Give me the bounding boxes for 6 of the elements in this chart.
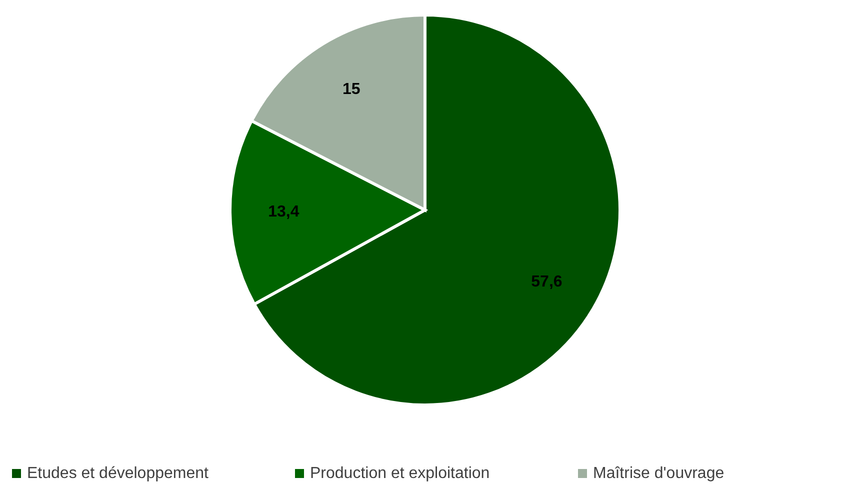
- data-label: 57,6: [531, 273, 562, 290]
- data-label: 13,4: [268, 204, 300, 221]
- legend-label: Etudes et développement: [27, 465, 210, 482]
- data-label: 15: [342, 80, 360, 98]
- legend-label: Production et exploitation: [310, 465, 490, 482]
- legend-label: Maîtrise d'ouvrage: [593, 465, 724, 482]
